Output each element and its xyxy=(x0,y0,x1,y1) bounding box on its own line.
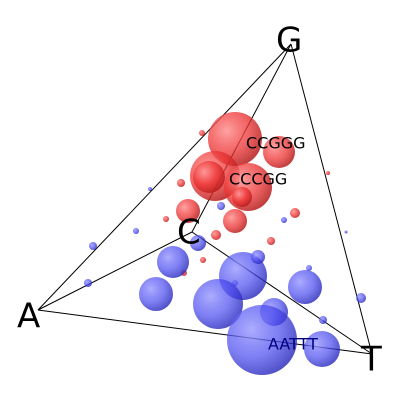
data-point xyxy=(232,187,252,207)
data-point xyxy=(281,217,287,223)
data-point xyxy=(89,242,97,250)
data-point xyxy=(200,257,206,263)
blue-spheres xyxy=(139,235,340,375)
data-point xyxy=(306,265,312,271)
data-point xyxy=(133,228,139,234)
vertex-label-c: C xyxy=(177,213,201,253)
data-point xyxy=(319,316,327,324)
data-point xyxy=(139,277,173,311)
data-point xyxy=(251,250,265,264)
sequence-label-ccggg: CCGGG xyxy=(246,134,306,153)
sequence-label-cccgg: CCCGG xyxy=(229,170,287,189)
data-point xyxy=(356,293,366,303)
sequence-label-aattt: AATTT xyxy=(268,335,318,354)
data-point xyxy=(217,202,225,210)
vertex-label-t: T xyxy=(360,340,382,380)
data-point xyxy=(223,209,247,233)
data-point xyxy=(345,231,348,234)
data-point xyxy=(163,216,169,222)
data-point xyxy=(177,179,185,187)
vertex-label-a: A xyxy=(17,297,40,337)
data-point xyxy=(267,237,275,245)
data-point xyxy=(199,130,205,136)
data-point xyxy=(326,171,330,175)
data-point xyxy=(290,208,300,218)
data-point xyxy=(288,270,322,304)
data-point xyxy=(148,187,152,191)
data-point xyxy=(84,279,92,287)
vertex-label-g: G xyxy=(276,21,302,61)
data-point xyxy=(211,230,221,240)
data-point xyxy=(193,161,225,193)
